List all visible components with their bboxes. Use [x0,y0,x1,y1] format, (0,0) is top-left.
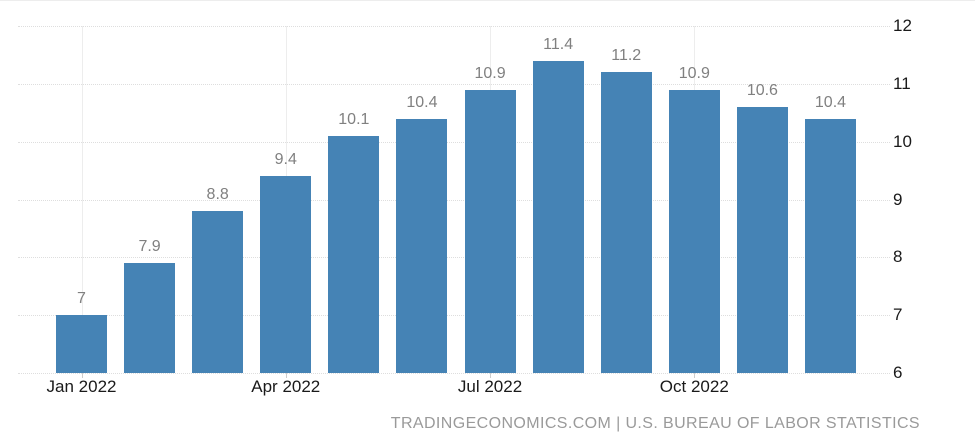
gridline-h [18,373,890,374]
x-axis-label: Jul 2022 [457,377,523,396]
bar[interactable] [260,176,312,373]
gridline-v [81,26,83,373]
y-axis-label: 9 [893,189,903,209]
bar[interactable] [804,118,856,373]
x-axis-tick [490,373,492,378]
bar-value-label: 10.4 [814,93,847,111]
bar-value-label: 10.9 [678,64,710,82]
gridline-h [18,315,890,317]
gridline-h [18,257,890,259]
bar[interactable] [464,89,516,373]
gridline-h [18,141,890,143]
y-axis-label: 7 [893,305,903,325]
bar[interactable] [736,106,788,373]
x-axis-label: Jan 2022 [46,377,117,396]
y-axis-label: 6 [893,363,903,382]
gridline-h [18,26,890,27]
x-axis-label: Oct 2022 [659,377,729,396]
attribution-text: TRADINGECONOMICS.COM | U.S. BUREAU OF LA… [390,415,920,432]
bar[interactable] [532,60,584,373]
bar[interactable] [192,211,244,373]
bar-value-label: 9.4 [274,151,297,169]
plot-area: 7 7.9 8.8 9.4 10.1 10.4 10.9 11.4 11.2 10.9 10.6 10… [18,26,890,378]
x-axis-tick [81,373,83,378]
gridline-h [18,199,890,201]
bar[interactable] [124,263,176,373]
bar-value-label: 10.6 [746,81,778,99]
bar[interactable] [56,315,107,373]
y-axis-label: 11 [893,73,911,93]
bar[interactable] [396,118,448,373]
x-axis-tick [694,373,696,378]
bar[interactable] [328,135,380,373]
bar[interactable] [668,89,720,373]
y-axis-label: 8 [893,247,903,267]
y-axis-label: 12 [893,16,912,35]
bar-value-label: 8.8 [206,186,229,204]
bar-value-label: 11.4 [543,35,574,53]
bar-value-label: 7 [77,290,86,308]
bar-value-label: 10.1 [338,110,370,128]
bar-value-label: 10.9 [474,64,506,82]
y-axis-label: 10 [893,131,912,151]
x-axis-tick [285,373,287,378]
x-axis-label: Apr 2022 [251,377,321,396]
bar-value-label: 7.9 [138,238,161,256]
gridline-h [18,83,890,85]
bar[interactable] [600,72,652,373]
bar-value-label: 11.2 [611,47,642,65]
bar-value-label: 10.4 [406,93,438,111]
